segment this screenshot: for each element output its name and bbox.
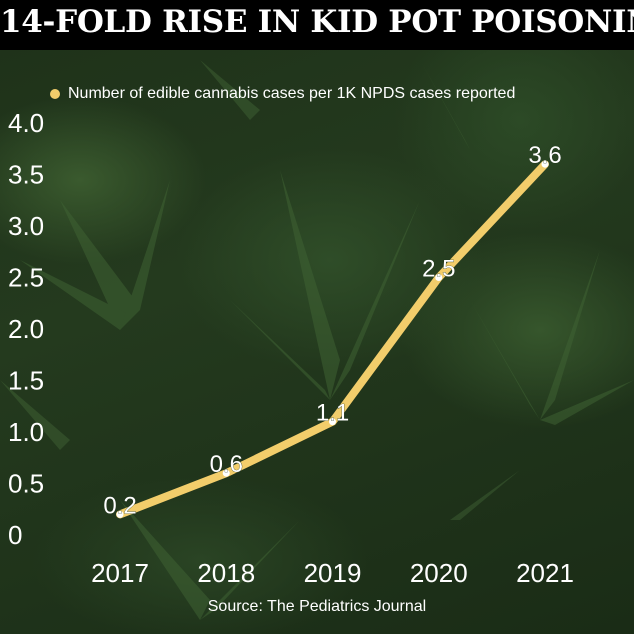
x-tick-label: 2018 — [197, 558, 255, 588]
source-credit: Source: The Pediatrics Journal — [207, 598, 427, 615]
y-tick-label: 0 — [8, 520, 22, 550]
y-tick-label: 1.0 — [8, 417, 44, 447]
y-tick-label: 3.5 — [8, 160, 44, 190]
data-point — [435, 274, 443, 281]
data-point — [329, 418, 336, 426]
y-tick-label: 0.5 — [8, 469, 44, 499]
chart-title: 14-FOLD RISE IN KID POT POISONINGS — [0, 4, 634, 40]
data-label: 1.1 — [316, 400, 349, 427]
y-tick-label: 2.0 — [8, 314, 44, 344]
x-tick-label: 2021 — [516, 558, 574, 588]
legend-marker — [50, 89, 60, 99]
data-label: 0.2 — [103, 492, 136, 519]
data-label: 3.6 — [528, 142, 561, 169]
x-tick-label: 2017 — [91, 558, 149, 588]
series-line — [116, 160, 549, 519]
x-tick-label: 2019 — [304, 558, 362, 588]
data-label: 2.5 — [422, 256, 455, 283]
data-point — [116, 510, 124, 518]
y-tick-label: 3.0 — [8, 211, 44, 241]
chart-legend: Number of edible cannabis cases per 1K N… — [50, 84, 515, 104]
data-point — [222, 469, 230, 477]
y-tick-label: 2.5 — [8, 263, 44, 293]
y-tick-label: 1.5 — [8, 366, 44, 396]
title-bar: 14-FOLD RISE IN KID POT POISONINGS — [0, 0, 634, 50]
data-label: 0.6 — [210, 451, 243, 478]
legend-label: Number of edible cannabis cases per 1K N… — [68, 85, 516, 102]
data-point — [541, 160, 549, 168]
x-tick-label: 2020 — [410, 558, 468, 588]
y-tick-label: 4.0 — [8, 108, 44, 138]
